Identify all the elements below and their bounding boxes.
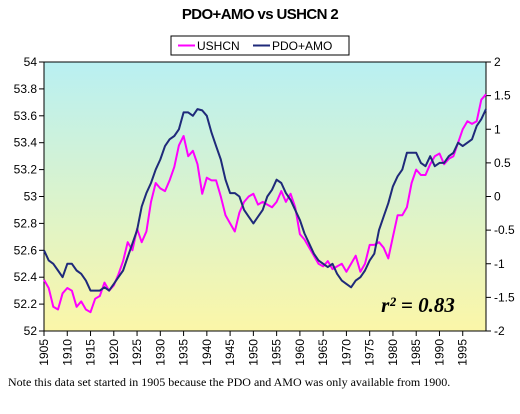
x-tick-label: 1945 bbox=[223, 339, 237, 366]
y-left-tick-label: 52 bbox=[24, 324, 38, 338]
x-tick-label: 1955 bbox=[270, 339, 284, 366]
x-tick-label: 1910 bbox=[60, 339, 74, 366]
x-tick-label: 1985 bbox=[409, 339, 423, 366]
x-tick-label: 1940 bbox=[200, 339, 214, 366]
y-left-tick-label: 54 bbox=[24, 55, 38, 69]
y-left-tick-label: 53.8 bbox=[14, 82, 38, 96]
y-right-tick-label: 1.5 bbox=[494, 89, 511, 103]
x-tick-label: 1970 bbox=[339, 339, 353, 366]
legend: USHCN PDO+AMO bbox=[170, 35, 350, 56]
x-tick-label: 1995 bbox=[456, 339, 470, 366]
y-left-tick-label: 52.4 bbox=[14, 270, 38, 284]
chart-title: PDO+AMO vs USHCN 2 bbox=[182, 6, 339, 23]
x-tick-label: 1960 bbox=[293, 339, 307, 366]
x-tick-label: 1980 bbox=[386, 339, 400, 366]
footnote: Note this data set started in 1905 becau… bbox=[8, 375, 451, 389]
x-tick-label: 1930 bbox=[153, 339, 167, 366]
legend-label-pdo-amo: PDO+AMO bbox=[272, 39, 332, 53]
chart: PDO+AMO vs USHCN 2 USHCN PDO+AMO 5252.25… bbox=[14, 6, 515, 366]
y-right-tick-label: -1.5 bbox=[494, 290, 515, 304]
x-tick-label: 1905 bbox=[37, 339, 51, 366]
y-right-tick-label: 2 bbox=[494, 55, 501, 69]
y-left-tick-label: 52.2 bbox=[14, 297, 38, 311]
y-left-tick-label: 53.4 bbox=[14, 136, 38, 150]
y-right-tick-label: 1 bbox=[494, 122, 501, 136]
y-left-tick-label: 52.6 bbox=[14, 243, 38, 257]
x-tick-label: 1975 bbox=[363, 339, 377, 366]
y-right-tick-label: -0.5 bbox=[494, 223, 515, 237]
series-layer bbox=[43, 93, 487, 314]
x-tick-label: 1925 bbox=[130, 339, 144, 366]
series-line-pdo-amo bbox=[43, 108, 487, 292]
legend-label-ushcn: USHCN bbox=[197, 39, 240, 53]
x-axis: 1905 1910 1915 1920 1925 1930 1935 1940 1945 1950… bbox=[37, 331, 470, 366]
x-tick-label: 1950 bbox=[246, 339, 260, 366]
y-left-tick-label: 53.6 bbox=[14, 109, 38, 123]
x-tick-label: 1915 bbox=[84, 339, 98, 366]
y-left-tick-label: 53 bbox=[24, 190, 38, 204]
x-tick-label: 1920 bbox=[107, 339, 121, 366]
y-right-tick-label: 0.5 bbox=[494, 156, 511, 170]
x-tick-label: 1935 bbox=[177, 339, 191, 366]
y-axis-left: 52 52.2 52.4 52.6 52.8 53 53.2 53.4 53.6 53.8 54 bbox=[14, 55, 44, 338]
y-right-tick-label: 0 bbox=[494, 190, 501, 204]
y-axis-right: -2 -1.5 -1 -0.5 0 0.5 1 1.5 2 bbox=[486, 55, 515, 338]
y-left-tick-label: 52.8 bbox=[14, 216, 38, 230]
x-tick-label: 1990 bbox=[432, 339, 446, 366]
y-left-tick-label: 53.2 bbox=[14, 163, 38, 177]
plot-area bbox=[43, 61, 487, 332]
y-right-tick-label: -1 bbox=[494, 257, 505, 271]
r-squared-annotation: r² = 0.83 bbox=[381, 293, 455, 317]
y-right-tick-label: -2 bbox=[494, 324, 505, 338]
x-tick-label: 1965 bbox=[316, 339, 330, 366]
